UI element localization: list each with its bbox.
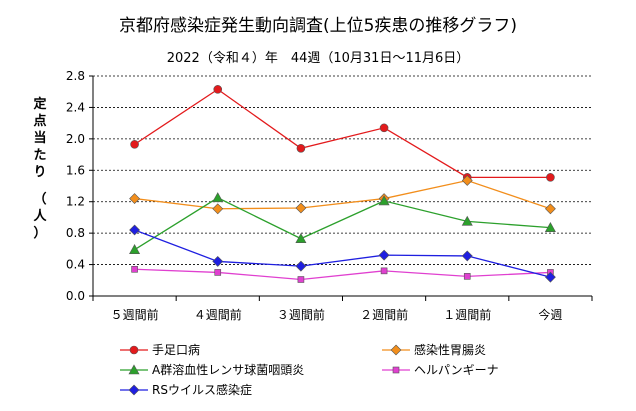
y-tick-label: 1.6	[66, 163, 85, 177]
data-point	[461, 215, 473, 226]
data-point	[212, 203, 224, 215]
data-point	[129, 244, 141, 254]
series-4	[131, 265, 554, 283]
y-axis-label: 定点当たり （人）	[32, 96, 47, 241]
y-tick-label: 2.4	[66, 100, 85, 114]
legend-item: ヘルパンギーナ	[382, 363, 499, 377]
legend: 手足口病 感染性胃腸炎 A群溶血性レンサ球菌咽頭炎 ヘルパンギーナ RSウイルス感染症	[120, 342, 499, 397]
x-tick-label: ４週間前	[194, 307, 242, 322]
y-tick-label: 0.4	[66, 258, 85, 272]
data-point	[461, 250, 473, 262]
y-tick-label: 2.0	[66, 132, 85, 146]
data-point	[380, 267, 388, 275]
legend-label: 感染性胃腸炎	[414, 342, 486, 357]
y-axis-label-text: 定点当たり （人）	[32, 96, 47, 241]
data-point	[212, 256, 224, 267]
series-line	[134, 229, 551, 278]
legend-marker	[392, 366, 400, 374]
legend-item: A群溶血性レンサ球菌咽頭炎	[120, 362, 304, 377]
series-layer	[129, 85, 556, 283]
grid-lines	[93, 75, 592, 265]
data-point	[546, 173, 555, 182]
series-2	[129, 175, 556, 215]
data-point	[379, 123, 389, 133]
axes: 0.0 0.4 0.8 1.2 1.6 2.0 2.4 2.8 ５週間前 ４週間前 ３週間前 ２週間前…	[66, 69, 593, 322]
data-point	[463, 273, 471, 280]
data-point	[213, 85, 223, 94]
x-tick-label: ５週間前	[111, 307, 159, 322]
x-tick-label: 今週	[538, 307, 562, 322]
data-point	[461, 175, 473, 186]
data-point	[296, 143, 306, 153]
data-point	[295, 202, 307, 214]
chart-title: 京都府感染症発生動向調査(上位5疾患の推移グラフ)	[119, 16, 517, 36]
y-tick-label: 1.2	[66, 195, 85, 209]
data-point	[544, 222, 556, 232]
data-point	[378, 249, 390, 261]
data-point	[295, 233, 307, 243]
legend-marker	[129, 345, 139, 355]
legend-label: RSウイルス感染症	[152, 382, 252, 397]
legend-label: A群溶血性レンサ球菌咽頭炎	[152, 362, 304, 377]
data-point	[378, 195, 390, 206]
x-tick-label: ３週間前	[277, 307, 325, 322]
x-tick-label: １週間前	[443, 307, 491, 322]
data-point	[131, 265, 138, 273]
x-tick-label: ２週間前	[360, 307, 408, 322]
chart-subtitle: 2022（令和４）年 44週（10月31日～11月6日）	[167, 51, 470, 66]
legend-marker	[128, 384, 140, 396]
y-tick-label: 2.8	[66, 69, 85, 83]
legend-marker	[128, 364, 140, 375]
series-line	[134, 179, 551, 210]
data-point	[212, 192, 224, 203]
data-point	[130, 140, 139, 149]
series-line	[134, 197, 551, 251]
series-line	[134, 88, 551, 179]
legend-label: 手足口病	[152, 342, 200, 357]
legend-label: ヘルパンギーナ	[414, 363, 499, 377]
series-3	[129, 192, 556, 254]
data-point	[295, 260, 307, 272]
y-tick-label: 0.8	[66, 226, 85, 240]
y-tick-label: 0.0	[66, 289, 85, 303]
legend-item: 感染性胃腸炎	[382, 342, 486, 357]
legend-marker	[390, 344, 402, 356]
series-line	[134, 268, 551, 281]
data-point	[544, 203, 556, 215]
data-point	[297, 276, 305, 283]
data-point	[214, 269, 222, 276]
data-point	[129, 224, 141, 236]
series-5	[129, 224, 556, 283]
data-point	[129, 193, 141, 204]
legend-item: RSウイルス感染症	[120, 382, 252, 397]
legend-item: 手足口病	[120, 342, 200, 357]
data-point	[544, 271, 556, 283]
series-1	[130, 85, 555, 182]
